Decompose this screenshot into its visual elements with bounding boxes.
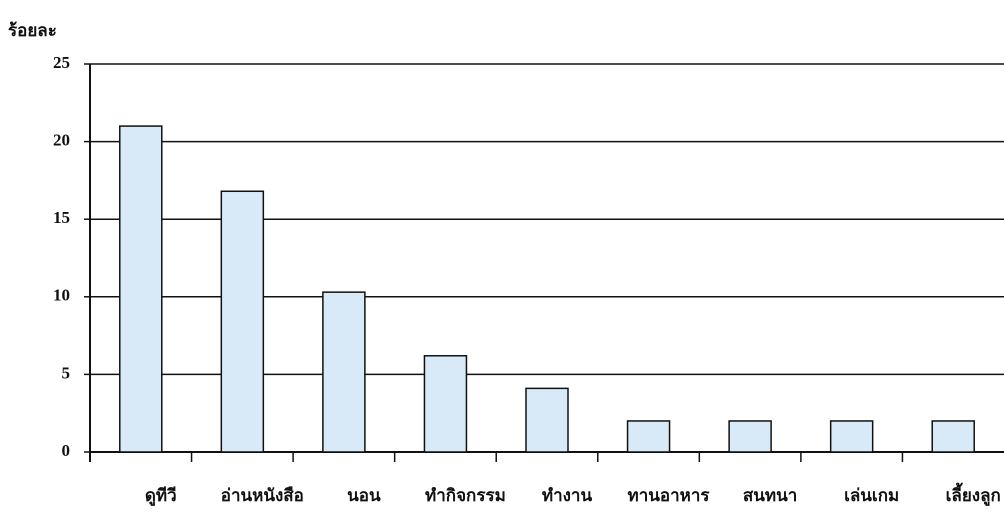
x-tick-label: สนทนา	[743, 486, 797, 505]
x-tick-label: อ่านหนังสือ	[221, 485, 304, 505]
x-tick-label: นอน	[347, 486, 381, 505]
y-tick-label: 10	[53, 286, 70, 305]
bar	[728, 420, 772, 453]
y-axis-label: ร้อยละ	[8, 21, 57, 40]
bar	[931, 420, 975, 453]
x-tick-label: ทำงาน	[542, 486, 593, 505]
bar	[525, 387, 569, 453]
y-tick-label: 25	[53, 53, 70, 72]
bar	[119, 125, 163, 453]
y-tick-label: 5	[62, 363, 71, 382]
x-tick-label: ทำกิจกรรม	[425, 486, 506, 505]
bar	[322, 291, 366, 453]
x-tick-label: เล่นเกม	[844, 486, 899, 505]
bar	[829, 420, 874, 453]
bar	[423, 355, 468, 453]
bar	[220, 190, 265, 453]
y-tick-label: 0	[62, 441, 71, 460]
x-tick-label: ทานอาหาร	[628, 486, 711, 505]
bar	[626, 420, 671, 453]
x-tick-label: ดูทีวี	[145, 485, 177, 507]
x-tick-label: เลี้ยงลูก	[946, 482, 1001, 507]
y-tick-label: 15	[53, 208, 70, 227]
y-tick-label: 20	[53, 131, 70, 150]
